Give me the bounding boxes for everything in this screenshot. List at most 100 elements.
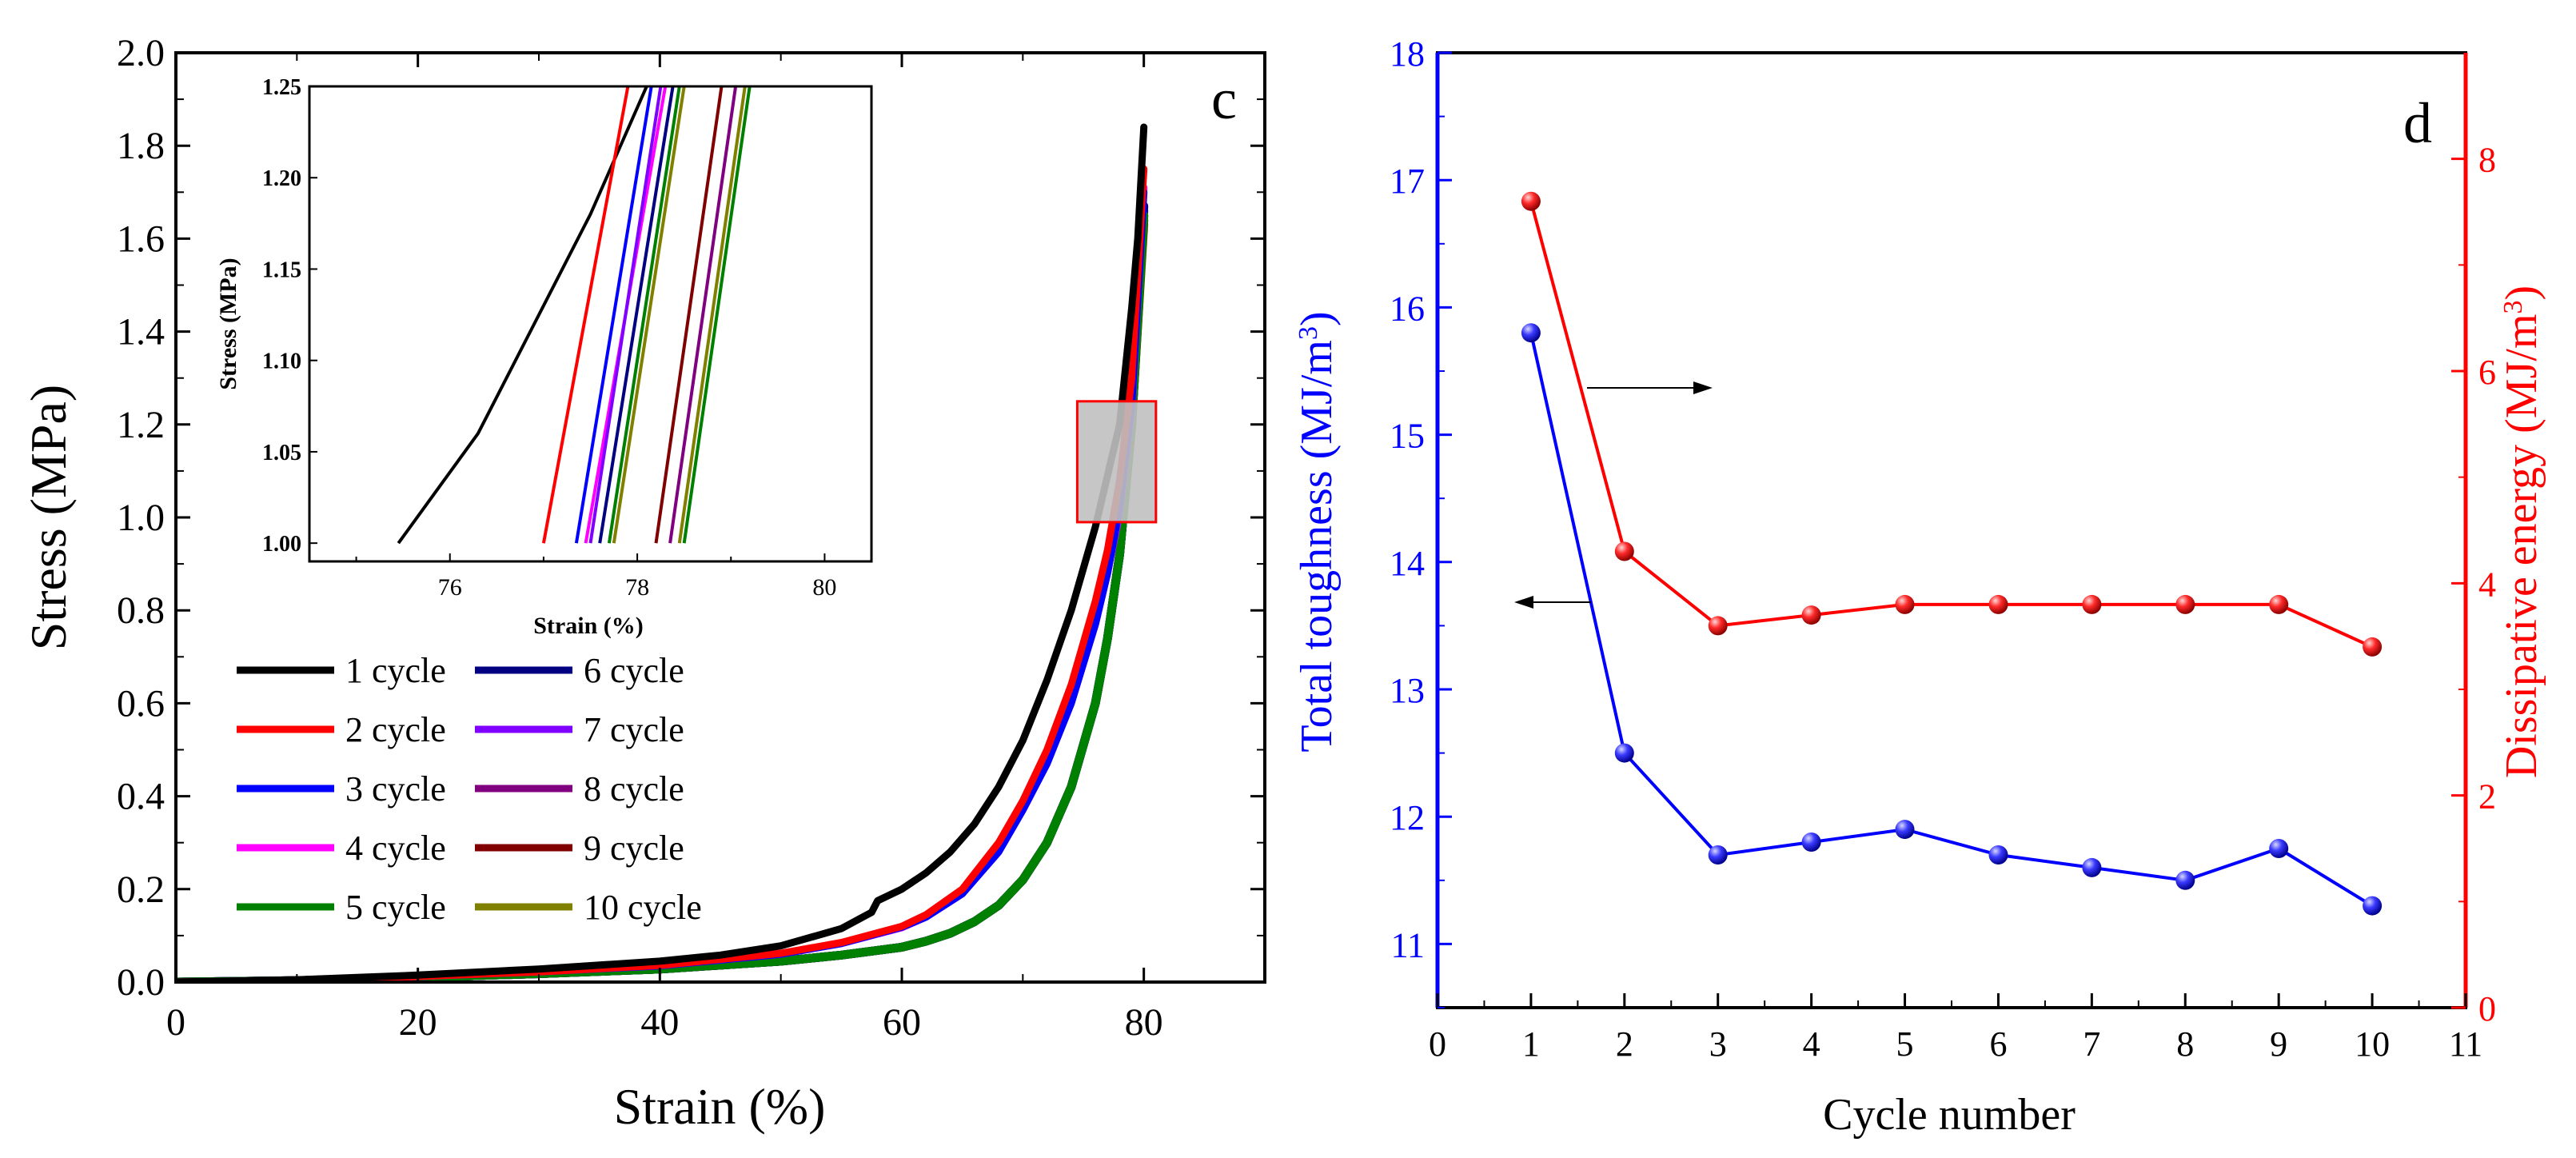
inset-line-8-cycle (668, 86, 738, 544)
series-line-total-toughness (1529, 332, 2374, 908)
arrow-to-left-axis (1514, 596, 1591, 609)
d-x-tick-label: 8 (2176, 1024, 2194, 1064)
data-point-dissipative-energy (2269, 594, 2289, 614)
panel-c-ticks: 0 20 40 60 80 0.0 0.2 0.4 0.6 0.8 1.0 1.2 1.4 1.6 1.8 2… (117, 32, 1265, 1044)
data-point-total-toughness (1521, 323, 1541, 343)
y-tick-label: 1.8 (117, 125, 165, 167)
right-axis-title-text: Dissipative energy (MJ/m (2497, 313, 2546, 778)
y-tick-label: 1.0 (117, 497, 165, 539)
data-point-dissipative-energy (2082, 594, 2102, 614)
inset-line-6-cycle (598, 86, 675, 544)
data-point-dissipative-energy (1708, 616, 1728, 636)
d-left-tick-label: 11 (1391, 925, 1425, 964)
y-tick-label: 1.4 (117, 311, 165, 353)
data-point-total-toughness (2175, 870, 2195, 890)
d-right-tick-label: 2 (2478, 777, 2496, 817)
d-left-tick-label: 17 (1390, 162, 1425, 201)
data-point-dissipative-energy (1988, 594, 2008, 614)
right-axis-title-sup: 3 (2498, 300, 2528, 313)
inset-x-tick-label: 80 (812, 574, 836, 601)
d-left-tick-label: 18 (1390, 34, 1425, 74)
inset-line-7-cycle (588, 86, 663, 544)
legend-label: 5 cycle (345, 888, 446, 927)
d-x-tick-label: 6 (1989, 1024, 2007, 1064)
x-tick-label: 20 (399, 1001, 437, 1044)
inset-y-tick-label: 1.10 (262, 349, 301, 374)
legend-label: 6 cycle (584, 651, 684, 690)
d-x-tick-label: 10 (2355, 1024, 2390, 1064)
data-point-dissipative-energy (2175, 594, 2195, 614)
legend-item-7-cycle: 7 cycle (475, 710, 684, 749)
legend-label: 1 cycle (345, 651, 446, 690)
d-x-tick-label: 1 (1522, 1024, 1540, 1064)
d-left-tick-label: 14 (1390, 544, 1425, 583)
left-axis-title-sup: 3 (1294, 326, 1323, 340)
d-x-tick-label: 11 (2449, 1024, 2482, 1064)
data-point-dissipative-energy (2363, 637, 2383, 657)
d-left-tick-label: 12 (1390, 798, 1425, 837)
y-tick-label: 1.2 (117, 404, 165, 446)
inset-line-5-cycle (682, 86, 752, 544)
inset-line-10-cycle (677, 86, 747, 544)
d-x-tick-label: 7 (2083, 1024, 2100, 1064)
panel-d-label: d (2403, 91, 2432, 155)
inset-y-tick-label: 1.05 (262, 441, 301, 465)
series-line-dissipative-energy (1529, 201, 2373, 649)
x-tick-label: 40 (640, 1001, 679, 1044)
legend-item-8-cycle: 8 cycle (475, 769, 684, 809)
panel-c-inset: 76 78 80 1.00 1.05 1.10 1.15 1.20 1.25 Strain (%… (215, 75, 873, 639)
data-point-dissipative-energy (1521, 191, 1541, 211)
data-point-dissipative-energy (1895, 594, 1915, 614)
d-right-tick-label: 4 (2478, 565, 2496, 604)
data-point-dissipative-energy (1614, 541, 1634, 561)
data-point-total-toughness (2363, 896, 2383, 916)
y-tick-label: 0.2 (117, 868, 165, 911)
legend-item-1-cycle: 1 cycle (237, 651, 446, 690)
data-point-total-toughness (1988, 845, 2008, 865)
d-left-tick-label: 13 (1390, 671, 1425, 710)
y-tick-label: 1.6 (117, 218, 165, 260)
legend-label: 3 cycle (345, 769, 446, 809)
d-left-tick-label: 15 (1390, 417, 1425, 456)
arrow-left-icon (1514, 596, 1533, 609)
d-x-tick-label: 4 (1803, 1024, 1820, 1064)
panel-c-y-axis-title: Stress (MPa) (20, 385, 77, 650)
inset-frame (308, 85, 873, 563)
inset-line-9-cycle (654, 86, 724, 544)
panel-c-legend: 1 cycle 2 cycle 3 cycle 4 cycle 5 cycle … (237, 651, 702, 927)
panel-c-label: c (1211, 67, 1237, 131)
data-point-total-toughness (1614, 743, 1634, 763)
panel-c-x-axis-title: Strain (%) (614, 1078, 826, 1135)
legend-label: 9 cycle (584, 829, 684, 868)
data-point-dissipative-energy (1801, 605, 1821, 625)
y-tick-label: 0.4 (117, 776, 165, 818)
d-x-tick-label: 3 (1709, 1024, 1727, 1064)
panel-d-frame (1436, 51, 2467, 1009)
x-tick-label: 60 (883, 1001, 921, 1044)
inset-x-axis-title: Strain (%) (533, 613, 644, 639)
legend-label: 10 cycle (584, 888, 702, 927)
x-tick-label: 80 (1125, 1001, 1163, 1044)
d-x-tick-label: 0 (1429, 1024, 1446, 1064)
d-x-tick-label: 9 (2270, 1024, 2287, 1064)
inset-y-tick-label: 1.20 (262, 166, 301, 191)
y-tick-label: 0.6 (117, 682, 165, 725)
y-tick-label: 2.0 (117, 32, 165, 74)
inset-x-tick-label: 76 (438, 574, 462, 601)
inset-line-5-cycle (607, 86, 681, 544)
inset-line-1-cycle (397, 86, 648, 545)
arrow-right-icon (1693, 381, 1713, 394)
panel-c-zoom-box (1075, 400, 1158, 524)
legend-item-5-cycle: 5 cycle (237, 888, 446, 927)
legend-item-4-cycle: 4 cycle (237, 829, 446, 868)
right-axis-title-close: ) (2497, 286, 2546, 301)
inset-y-tick-label: 1.15 (262, 258, 301, 282)
legend-label: 4 cycle (345, 829, 446, 868)
panel-d-right-axis-title: Dissipative energy (MJ/m3) (2497, 286, 2546, 778)
inset-y-tick-label: 1.25 (262, 75, 301, 100)
legend-item-6-cycle: 6 cycle (475, 651, 684, 690)
inset-ticks: 76 78 80 1.00 1.05 1.10 1.15 1.20 1.25 (262, 75, 836, 601)
